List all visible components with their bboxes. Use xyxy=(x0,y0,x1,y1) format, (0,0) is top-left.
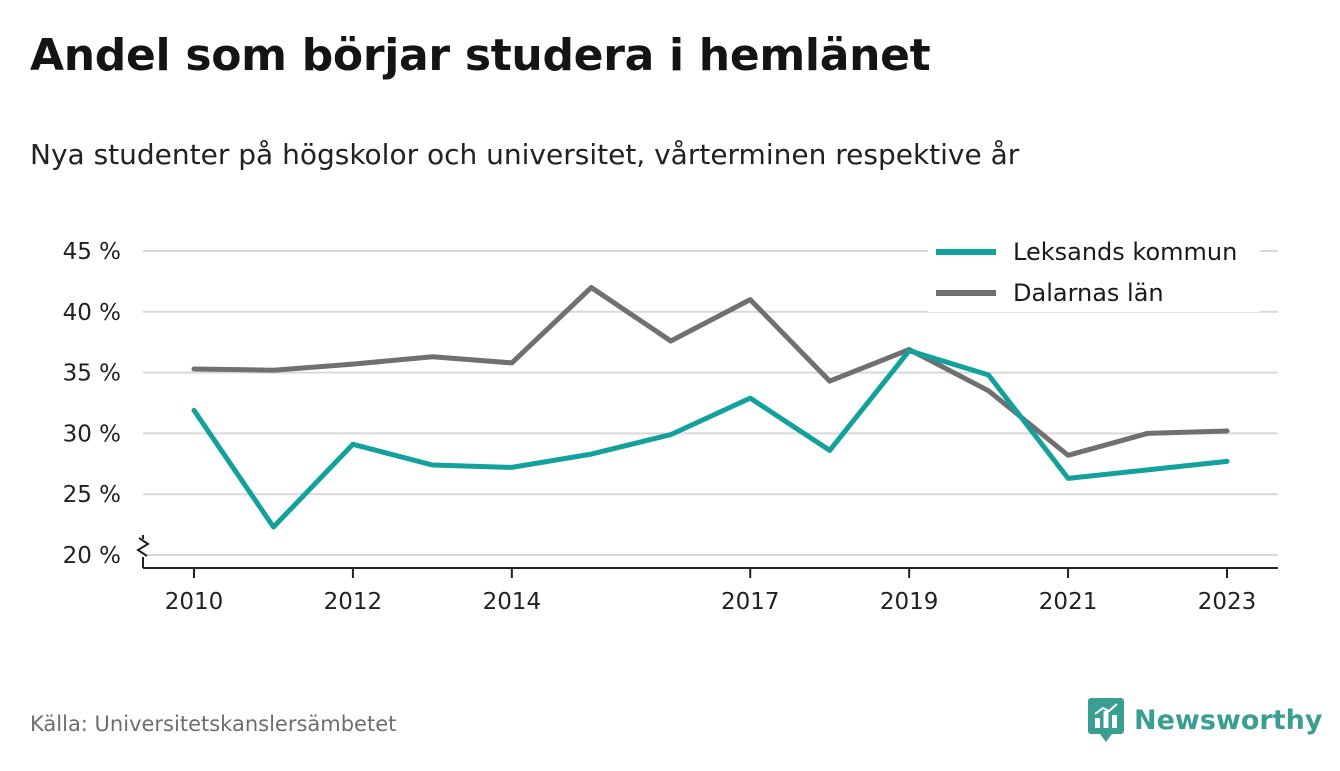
y-tick-label: 25 % xyxy=(63,482,121,508)
source-note: Källa: Universitetskanslersämbetet xyxy=(30,712,397,736)
x-tick-label: 2010 xyxy=(165,589,224,615)
y-tick-label: 35 % xyxy=(63,361,121,387)
x-tick-label: 2017 xyxy=(721,589,780,615)
y-tick-label: 20 % xyxy=(63,543,121,569)
x-tick-label: 2019 xyxy=(880,589,939,615)
brand-logo: Newsworthy xyxy=(1088,698,1322,742)
x-tick-label: 2012 xyxy=(324,589,383,615)
bar-chart-speech-bubble-icon xyxy=(1088,698,1124,742)
x-tick-label: 2023 xyxy=(1198,589,1257,615)
chart-subtitle: Nya studenter på högskolor och universit… xyxy=(30,138,1020,171)
legend: Leksands kommun Dalarnas län xyxy=(928,230,1260,312)
y-tick-label: 45 % xyxy=(63,239,121,265)
series-line-leksands-kommun xyxy=(191,348,1230,530)
x-tick-label: 2014 xyxy=(483,589,542,615)
line-chart: 20 % 25 % 30 % 35 % 40 % 45 % 2010 2012 2014 2017… xyxy=(62,230,1278,615)
legend-background xyxy=(928,230,1260,312)
legend-label: Leksands kommun xyxy=(1013,238,1237,266)
x-tick-label: 2021 xyxy=(1039,589,1098,615)
axis-break-mark xyxy=(136,537,150,557)
y-tick-label: 30 % xyxy=(63,421,121,447)
legend-label: Dalarnas län xyxy=(1013,279,1164,307)
chart-title: Andel som börjar studera i hemlänet xyxy=(30,30,931,81)
series-line-dalarnas-lan xyxy=(191,285,1230,458)
y-tick-label: 40 % xyxy=(63,300,121,326)
brand-name: Newsworthy xyxy=(1134,704,1323,736)
